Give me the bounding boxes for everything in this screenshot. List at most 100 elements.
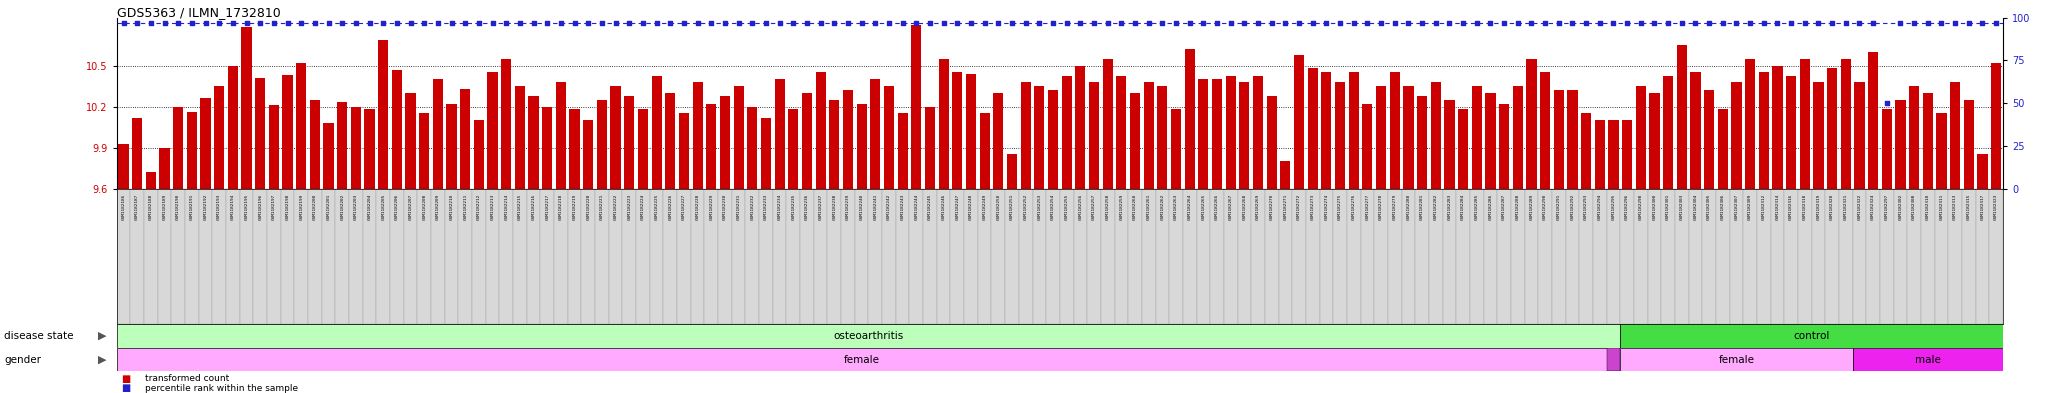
Text: GSM1182317: GSM1182317 <box>1980 194 1985 220</box>
Bar <box>1606 189 1620 324</box>
Text: GSM1182296: GSM1182296 <box>1624 194 1628 220</box>
Point <box>422 20 455 26</box>
Bar <box>1307 68 1317 189</box>
Bar <box>842 189 854 324</box>
Text: GSM1182313: GSM1182313 <box>1954 194 1958 220</box>
Bar <box>772 189 786 324</box>
Bar <box>1608 120 1618 189</box>
Text: GSM1182291: GSM1182291 <box>1556 194 1561 220</box>
Bar <box>924 189 936 324</box>
Bar <box>967 74 977 189</box>
Bar <box>788 109 799 189</box>
Point <box>954 20 987 26</box>
Bar <box>1620 324 2003 348</box>
Point <box>858 20 891 26</box>
Text: GSM1182266: GSM1182266 <box>1214 194 1219 220</box>
Bar <box>1731 189 1743 324</box>
Bar <box>240 189 254 324</box>
Bar <box>1716 189 1731 324</box>
Text: GSM1182239: GSM1182239 <box>846 194 850 220</box>
Text: GSM1182186: GSM1182186 <box>121 194 125 220</box>
Point <box>928 20 961 26</box>
Bar <box>1196 189 1210 324</box>
Text: GSM1182282: GSM1182282 <box>1434 194 1438 220</box>
Bar <box>1047 189 1061 324</box>
Bar <box>1526 59 1536 189</box>
Bar <box>1800 59 1810 189</box>
Point <box>162 20 195 26</box>
Bar <box>432 79 442 189</box>
Bar <box>186 112 197 189</box>
Bar <box>215 86 225 189</box>
Point <box>1241 20 1274 26</box>
Text: GSM1182297: GSM1182297 <box>1884 194 1888 220</box>
Point <box>217 20 250 26</box>
Bar <box>1483 189 1497 324</box>
Point <box>270 20 303 26</box>
Text: GSM1182314: GSM1182314 <box>1776 194 1780 220</box>
Text: GSM1182276: GSM1182276 <box>1352 194 1356 220</box>
Point <box>1501 20 1534 26</box>
Point <box>682 20 715 26</box>
Text: GSM1182220: GSM1182220 <box>586 194 590 220</box>
Text: GSM1182228: GSM1182228 <box>696 194 700 220</box>
Bar <box>786 189 801 324</box>
Text: GSM1182289: GSM1182289 <box>1530 194 1534 220</box>
Bar <box>514 189 526 324</box>
Bar <box>1458 109 1468 189</box>
Point <box>1393 20 1425 26</box>
Text: GSM1182307: GSM1182307 <box>1735 194 1739 220</box>
Bar <box>1976 154 1987 189</box>
Text: GSM1182301: GSM1182301 <box>1667 194 1669 220</box>
Point <box>1077 20 1110 26</box>
Bar <box>1853 348 2003 371</box>
Point <box>1229 20 1262 26</box>
Bar <box>1403 86 1413 189</box>
Bar <box>1278 189 1292 324</box>
Bar <box>500 189 514 324</box>
Text: GSM1182312: GSM1182312 <box>1761 194 1765 220</box>
Text: GSM1182189: GSM1182189 <box>162 194 166 220</box>
Bar <box>1841 59 1851 189</box>
Text: GSM1182268: GSM1182268 <box>1243 194 1247 220</box>
Text: GSM1182255: GSM1182255 <box>1065 194 1069 220</box>
Point <box>1610 20 1642 26</box>
Point <box>1776 20 1808 26</box>
Point <box>735 20 768 26</box>
Point <box>1092 20 1124 26</box>
Bar <box>133 118 143 189</box>
Point <box>1419 20 1452 26</box>
Text: GSM1182280: GSM1182280 <box>1407 194 1411 220</box>
Bar <box>1704 90 1714 189</box>
Bar <box>637 109 647 189</box>
Bar <box>911 24 922 189</box>
Bar <box>1948 189 1962 324</box>
Bar <box>1554 90 1565 189</box>
Text: GSM1182230: GSM1182230 <box>723 194 727 220</box>
Text: GSM1182209: GSM1182209 <box>436 194 440 220</box>
Text: GSM1182251: GSM1182251 <box>1010 194 1014 220</box>
Point <box>981 20 1014 26</box>
Bar <box>117 324 1620 348</box>
Bar <box>1581 114 1591 189</box>
Bar <box>473 120 483 189</box>
Bar <box>870 79 881 189</box>
Point <box>1174 20 1206 26</box>
Bar <box>719 95 729 189</box>
Bar <box>1376 86 1386 189</box>
Text: GSM1182197: GSM1182197 <box>272 194 276 220</box>
Bar <box>1812 189 1825 324</box>
Text: GSM1182210: GSM1182210 <box>451 194 453 220</box>
Bar <box>225 189 240 324</box>
Bar <box>266 189 281 324</box>
Bar <box>1090 82 1100 189</box>
Bar <box>1266 189 1278 324</box>
Text: GSM1182322: GSM1182322 <box>1858 194 1862 220</box>
Text: GSM1182222: GSM1182222 <box>614 194 618 220</box>
Bar <box>897 114 907 189</box>
Text: GSM1182281: GSM1182281 <box>1419 194 1423 220</box>
Point <box>436 20 469 26</box>
Point <box>1133 20 1165 26</box>
Bar <box>158 189 172 324</box>
Bar <box>1923 93 1933 189</box>
